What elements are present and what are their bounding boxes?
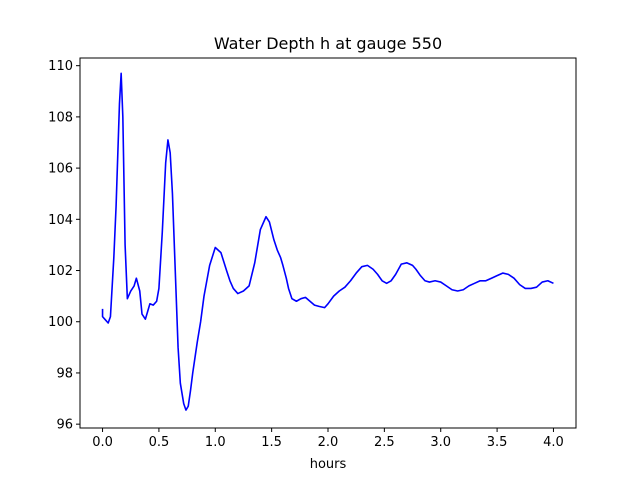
- x-tick-label: 3.5: [487, 435, 508, 450]
- y-tick-label: 98: [56, 366, 73, 381]
- x-tick-label: 4.0: [543, 435, 564, 450]
- x-tick-label: 0.0: [92, 435, 113, 450]
- x-axis-label: hours: [310, 457, 347, 472]
- y-tick-label: 104: [48, 213, 73, 228]
- y-tick-label: 102: [48, 264, 73, 279]
- x-tick-label: 0.5: [149, 435, 170, 450]
- series-line-0: [101, 72, 554, 411]
- x-tick-label: 2.5: [374, 435, 395, 450]
- plot-frame: [79, 57, 577, 429]
- chart-title: Water Depth h at gauge 550: [214, 34, 442, 53]
- y-tick-label: 110: [48, 59, 73, 74]
- y-tick-label: 96: [56, 418, 73, 433]
- x-tick-label: 3.0: [430, 435, 451, 450]
- y-tick-label: 100: [48, 315, 73, 330]
- x-tick-label: 2.0: [318, 435, 339, 450]
- x-tick-label: 1.0: [205, 435, 226, 450]
- y-tick-label: 106: [48, 162, 73, 177]
- x-tick-label: 1.5: [261, 435, 282, 450]
- x-axis: 0.0 0.5 1.0 1.5 2.0 2.5 3.0 3.5 4.0: [92, 428, 564, 450]
- plot-area: [79, 57, 577, 429]
- y-axis: 96 98 100 102 104 106 108 110: [48, 59, 80, 433]
- y-tick-label: 108: [48, 110, 73, 125]
